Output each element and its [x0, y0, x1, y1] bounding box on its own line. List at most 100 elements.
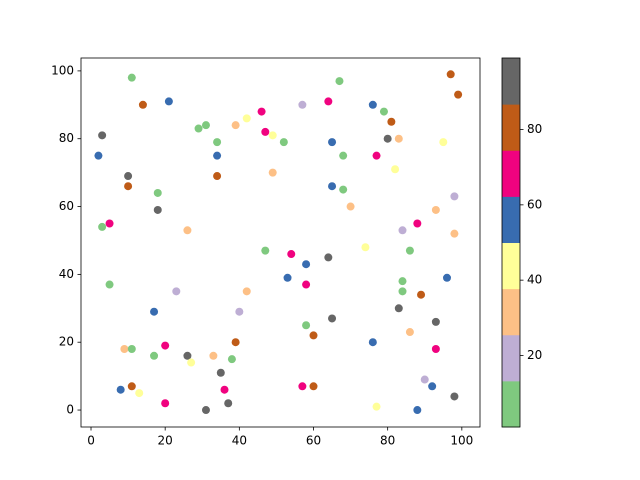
colorbar-band — [502, 58, 520, 105]
scatter-point — [201, 121, 210, 130]
scatter-point — [213, 151, 222, 160]
y-tick-label: 80 — [59, 131, 74, 145]
colorbar-band — [502, 334, 520, 382]
scatter-point — [302, 260, 311, 269]
scatter-point — [105, 219, 114, 228]
scatter-point — [383, 134, 392, 143]
scatter-point — [328, 138, 337, 147]
scatter-point — [242, 114, 251, 123]
scatter-point — [417, 290, 426, 299]
scatter-point — [242, 287, 251, 296]
x-tick-label: 40 — [232, 434, 247, 448]
scatter-point — [127, 382, 136, 391]
scatter-point — [413, 219, 422, 228]
scatter-point — [442, 273, 451, 282]
scatter-point — [328, 314, 337, 323]
scatter-point — [413, 406, 422, 415]
scatter-point — [231, 338, 240, 347]
scatter-point — [346, 202, 355, 211]
scatter-point — [261, 246, 270, 255]
y-tick-label: 0 — [66, 403, 74, 417]
colorbar-tick-label: 80 — [527, 122, 542, 136]
x-tick-label: 100 — [450, 434, 473, 448]
scatter-point — [183, 351, 192, 360]
scatter-point — [302, 280, 311, 289]
scatter-point — [257, 107, 266, 116]
scatter-point — [268, 131, 277, 140]
scatter-point — [116, 385, 125, 394]
scatter-point — [394, 134, 403, 143]
scatter-point — [94, 151, 103, 160]
scatter-point — [398, 277, 407, 286]
scatter-point — [450, 392, 459, 401]
scatter-point — [298, 382, 307, 391]
scatter-point — [361, 243, 370, 252]
scatter-point — [368, 100, 377, 109]
scatter-point — [428, 382, 437, 391]
scatter-point — [98, 131, 107, 140]
scatter-point — [324, 97, 333, 106]
scatter-point — [405, 328, 414, 337]
scatter-point — [120, 344, 129, 353]
scatter-point — [309, 382, 318, 391]
scatter-point — [213, 172, 222, 181]
scatter-point — [405, 246, 414, 255]
scatter-point — [279, 138, 288, 147]
scatter-point — [372, 402, 381, 411]
x-tick-label: 20 — [158, 434, 173, 448]
scatter-point — [387, 117, 396, 126]
scatter-point — [105, 280, 114, 289]
scatter-point — [439, 138, 448, 147]
scatter-point — [183, 226, 192, 235]
colorbar-band — [502, 150, 520, 197]
scatter-point — [268, 168, 277, 177]
scatter-point — [283, 273, 292, 282]
scatter-point — [431, 344, 440, 353]
scatter-point — [138, 100, 147, 109]
colorbar-frame — [501, 57, 521, 428]
scatter-point — [450, 192, 459, 201]
colorbar-band — [502, 196, 520, 243]
scatter-point — [287, 250, 296, 259]
scatter-point — [328, 182, 337, 191]
scatter-point — [261, 127, 270, 136]
colorbar-band — [502, 288, 520, 336]
scatter-point — [124, 182, 133, 191]
scatter-point — [335, 77, 344, 86]
scatter-point — [172, 287, 181, 296]
x-tick-label: 80 — [380, 434, 395, 448]
scatter-point — [235, 307, 244, 316]
colorbar-tick-label: 40 — [527, 273, 542, 287]
scatter-point — [368, 338, 377, 347]
scatter-point — [164, 97, 173, 106]
scatter-point — [431, 205, 440, 214]
y-tick-label: 100 — [51, 63, 74, 77]
scatter-point — [150, 307, 159, 316]
colorbar-tick-label: 20 — [527, 348, 542, 362]
scatter-point — [394, 304, 403, 313]
scatter-point — [213, 138, 222, 147]
scatter-point — [372, 151, 381, 160]
scatter-point — [339, 185, 348, 194]
scatter-point — [209, 351, 218, 360]
scatter-point — [161, 399, 170, 408]
scatter-point — [324, 253, 333, 262]
scatter-point — [150, 351, 159, 360]
scatter-point — [446, 70, 455, 79]
scatter-point — [339, 151, 348, 160]
scatter-point — [391, 165, 400, 174]
scatter-point — [127, 73, 136, 82]
colorbar-tick-label: 60 — [527, 197, 542, 211]
scatter-point — [220, 385, 229, 394]
scatter-point — [201, 406, 210, 415]
scatter-point — [398, 226, 407, 235]
y-tick-label: 20 — [59, 335, 74, 349]
scatter-point — [309, 331, 318, 340]
scatter-point — [298, 100, 307, 109]
scatter-point — [98, 222, 107, 231]
scatter-point — [194, 124, 203, 133]
scatter-point — [450, 229, 459, 238]
x-tick-label: 60 — [306, 434, 321, 448]
scatter-point — [127, 344, 136, 353]
